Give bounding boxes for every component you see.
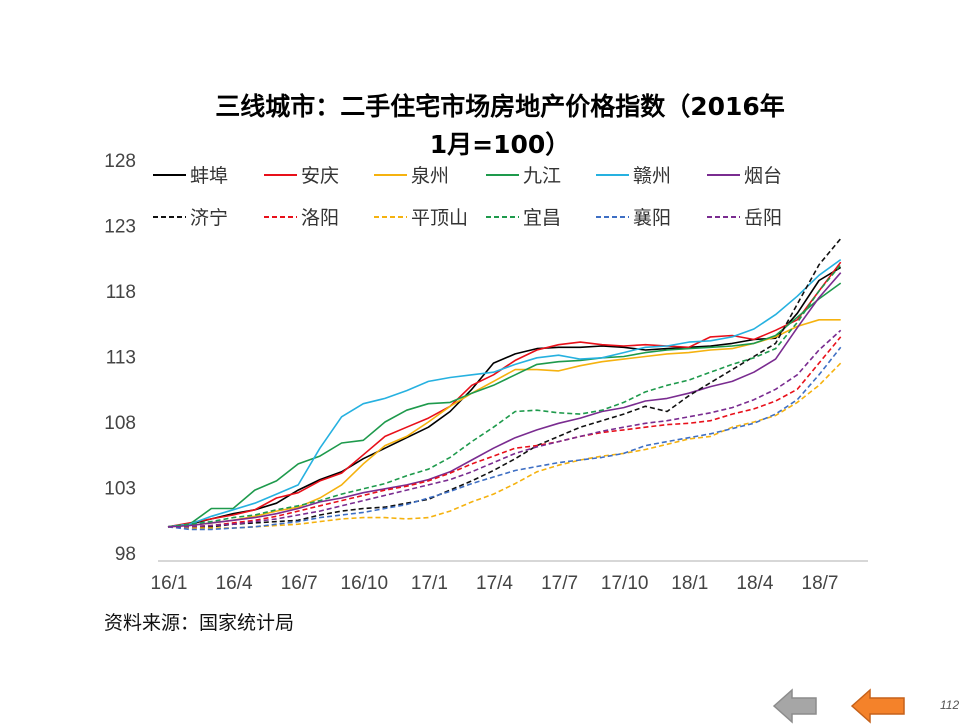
x-tick-label: 17/10 <box>601 573 649 594</box>
prev-slide-button[interactable] <box>772 688 818 728</box>
y-tick-label: 128 <box>104 151 136 172</box>
series-line-烟台 <box>167 272 842 528</box>
x-tick-label: 18/7 <box>802 573 839 594</box>
y-tick-label: 123 <box>104 217 136 238</box>
x-axis: 16/1 16/4 16/7 16/10 17/1 17/4 17/7 17/10 18/1 18… <box>151 560 868 594</box>
legend-label: 泉州 <box>411 165 449 187</box>
y-tick-label: 108 <box>104 413 136 434</box>
series-lines <box>167 238 842 531</box>
x-tick-label: 16/1 <box>151 573 188 594</box>
x-tick-label: 17/4 <box>476 573 513 594</box>
chart-title-line-2: 1月=100） <box>429 130 571 159</box>
source-note: 资料来源：国家统计局 <box>104 612 295 634</box>
x-tick-label: 18/4 <box>736 573 773 594</box>
series-line-宜昌 <box>167 264 842 528</box>
y-axis-ticks: 98 103 108 113 118 123 128 <box>104 151 136 565</box>
page-number: 112 <box>940 698 960 712</box>
y-tick-label: 113 <box>106 348 136 369</box>
series-line-济宁 <box>168 238 842 528</box>
x-tick-label: 17/7 <box>541 573 578 594</box>
left-arrow-orange-icon <box>850 688 905 724</box>
series-line-赣州 <box>167 258 842 528</box>
series-line-安庆 <box>167 261 842 528</box>
x-tick-label: 16/10 <box>341 573 389 594</box>
series-line-襄阳 <box>167 346 842 531</box>
legend-label: 襄阳 <box>633 207 671 229</box>
legend-label: 洛阳 <box>301 207 339 229</box>
chart-title-line-1: 三线城市：二手住宅市场房地产价格指数（2016年 <box>215 92 785 121</box>
legend-label: 济宁 <box>190 207 228 229</box>
y-tick-label: 103 <box>104 479 136 500</box>
series-line-平顶山 <box>167 362 842 529</box>
legend-label: 九江 <box>523 165 561 187</box>
chart-title: 三线城市：二手住宅市场房地产价格指数（2016年 1月=100） <box>140 88 860 164</box>
legend-label: 安庆 <box>301 165 339 187</box>
series-line-洛阳 <box>168 336 842 528</box>
y-tick-label: 98 <box>115 544 136 565</box>
x-tick-label: 16/7 <box>281 573 318 594</box>
next-slide-button[interactable] <box>850 688 906 728</box>
x-tick-label: 18/1 <box>671 573 708 594</box>
legend-label: 宜昌 <box>523 207 561 229</box>
y-tick-label: 118 <box>106 282 136 303</box>
x-tick-label: 17/1 <box>411 573 448 594</box>
legend-label: 蚌埠 <box>190 165 228 187</box>
series-line-九江 <box>167 282 842 528</box>
legend-label: 赣州 <box>633 165 671 187</box>
series-line-泉州 <box>167 318 841 528</box>
series-line-蚌埠 <box>167 266 842 528</box>
series-line-岳阳 <box>168 329 842 528</box>
x-tick-label: 16/4 <box>216 573 253 594</box>
legend-label: 岳阳 <box>744 207 782 229</box>
left-arrow-gray-icon <box>772 688 817 724</box>
legend-label: 平顶山 <box>411 207 468 229</box>
legend-label: 烟台 <box>744 165 782 187</box>
